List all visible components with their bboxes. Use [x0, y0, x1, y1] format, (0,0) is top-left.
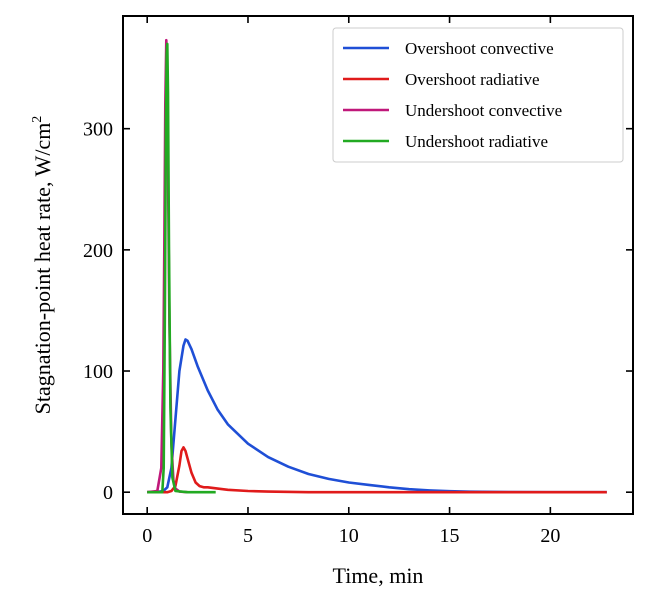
legend-label: Undershoot radiative: [405, 132, 548, 151]
y-axis-label-text: Stagnation-point heat rate, W/cm: [30, 123, 55, 415]
y-tick-label: 100: [83, 361, 113, 383]
y-tick-label: 300: [83, 119, 113, 141]
legend: Overshoot convective Overshoot radiative U…: [332, 27, 624, 163]
series-line-4: [147, 42, 216, 494]
x-tick-label: 15: [440, 525, 460, 547]
x-tick-label: 0: [142, 525, 152, 547]
y-axis-label: Stagnation-point heat rate, W/cm2: [30, 116, 55, 415]
series-line-2: [147, 446, 607, 494]
series-line-1: [147, 338, 607, 494]
legend-label: Overshoot convective: [405, 39, 554, 58]
x-axis-label: Time, min: [333, 563, 424, 588]
y-tick-label: 0: [103, 482, 113, 504]
x-tick-label: 10: [339, 525, 359, 547]
x-tick-label: 20: [540, 525, 560, 547]
legend-box: [332, 27, 624, 163]
plot-frame: [122, 15, 634, 515]
y-axis-label-superscript: 2: [30, 116, 45, 123]
x-tick-label: 5: [243, 525, 253, 547]
y-tick-label: 200: [83, 240, 113, 262]
legend-label: Undershoot convective: [405, 101, 562, 120]
legend-label: Overshoot radiative: [405, 70, 540, 89]
plot-curves: [147, 38, 607, 494]
